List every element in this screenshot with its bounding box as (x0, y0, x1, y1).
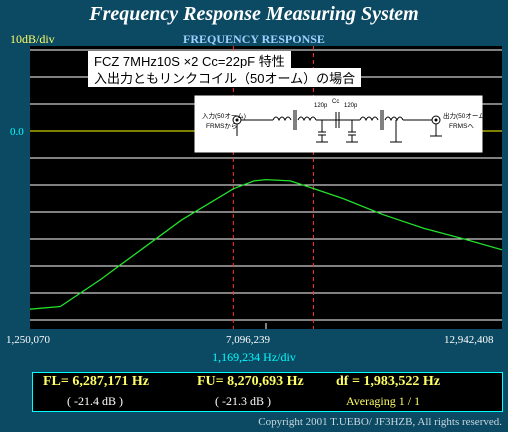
schematic-input-label: 入力(50オーム) (202, 111, 246, 120)
x-axis-end: 12,942,408 (444, 334, 494, 346)
schematic-cap2: 120p (344, 103, 358, 109)
app-title: Frequency Response Measuring System (89, 3, 419, 25)
schematic-input-source: FRMSから (206, 122, 237, 130)
averaging-readout: Averaging 1 / 1 (346, 394, 421, 408)
note-line-2: 入出力ともリンクコイル（50オーム）の場合 (88, 68, 362, 87)
chart-title: FREQUENCY RESPONSE (183, 32, 325, 46)
trace-line (29, 178, 503, 310)
df-readout: df = 1,983,522 Hz (336, 374, 441, 389)
schematic-cc: Cc (332, 99, 339, 105)
plot-area[interactable]: 入力(50オーム) FRMSから 出力(50オーム) FRMSへ 120p 12… (29, 46, 503, 329)
y-scale-label: 10dB/div (10, 32, 55, 46)
schematic-output-dest: FRMSへ (449, 123, 474, 130)
fl-readout: FL= 6,287,171 Hz (43, 374, 149, 389)
x-axis-center: 7,096,239 (226, 334, 270, 346)
readout-panel: FL= 6,287,171 Hz ( -21.4 dB ) FU= 8,270,… (32, 372, 503, 412)
plot-svg: 入力(50オーム) FRMSから 出力(50オーム) FRMSへ 120p 12… (29, 46, 503, 329)
fl-db-readout: ( -21.4 dB ) (67, 394, 123, 408)
y-reference-label: 0.0 (10, 126, 24, 138)
x-step-label: 1,169,234 Hz/div (212, 350, 296, 364)
fu-readout: FU= 8,270,693 Hz (197, 374, 304, 389)
schematic-output-label: 出力(50オーム) (443, 111, 487, 120)
schematic-cap1: 120p (314, 103, 328, 109)
schematic-inset: 入力(50オーム) FRMSから 出力(50オーム) FRMSへ 120p 12… (194, 95, 487, 153)
x-axis-start: 1,250,070 (6, 334, 50, 346)
note-line-1: FCZ 7MHz10S ×2 Cc=22pF 特性 (88, 51, 291, 70)
fu-db-readout: ( -21.3 dB ) (215, 394, 271, 408)
grid-lines (30, 49, 502, 329)
copyright-text: Copyright 2001 T.UEBO/ JF3HZB, All right… (258, 416, 502, 428)
